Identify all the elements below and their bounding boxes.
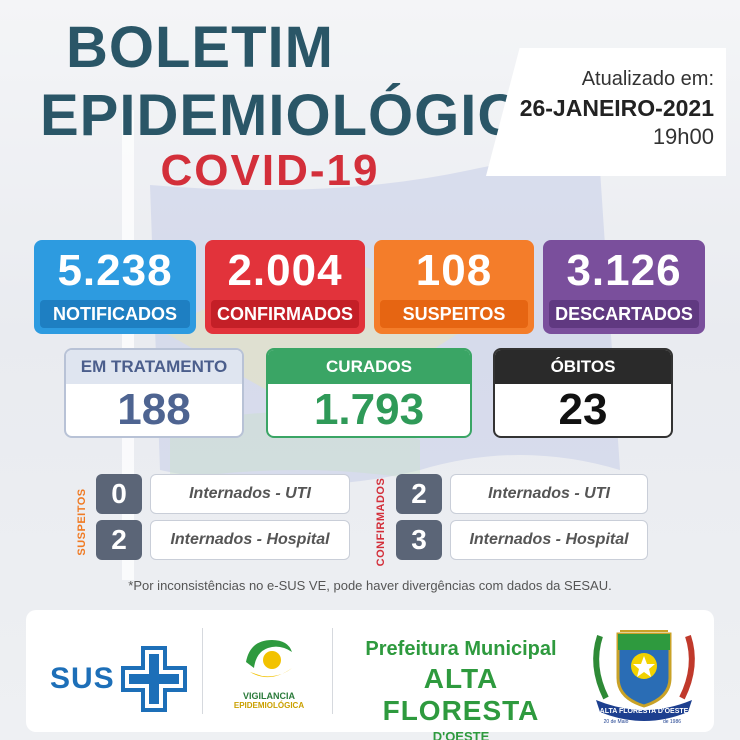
panel-value: 1.793 — [313, 385, 425, 434]
stat-label: CONFIRMADOS — [211, 300, 359, 328]
stat-label: DESCARTADOS — [549, 300, 699, 328]
title-covid: COVID-19 — [160, 146, 380, 195]
stat-value: 108 — [415, 246, 493, 295]
crest-date-left-text: 20 de Maio — [604, 719, 629, 725]
panel-em-tratamento: EM TRATAMENTO 188 — [64, 348, 244, 438]
footer-logos: SUS VIGILANCIA EPIDEMIOLÓGICA Prefeitura… — [26, 610, 714, 740]
panel-value: 188 — [117, 385, 191, 434]
suspeitos-uti-count: 0 — [96, 474, 142, 514]
stat-suspeitos: 108 SUSPEITOS — [374, 240, 534, 334]
update-label: Atualizado em: — [581, 68, 714, 90]
suspeitos-side-label: SUSPEITOS — [76, 488, 88, 556]
stat-value: 5.238 — [57, 246, 173, 295]
update-box: Atualizado em: 26-JANEIRO-2021 19h00 — [486, 48, 726, 176]
vigilancia-logo: VIGILANCIA EPIDEMIOLÓGICA — [224, 634, 314, 710]
stat-value: 3.126 — [566, 246, 682, 295]
title-epidemiologico: EPIDEMIOLÓGICO — [40, 83, 567, 148]
panel-label: CURADOS — [268, 350, 470, 384]
panel-curados: CURADOS 1.793 — [266, 348, 472, 438]
vigilancia-text-2: EPIDEMIOLÓGICA — [233, 701, 305, 710]
crest-ribbon-text: ALTA FLORESTA D'OESTE — [600, 708, 689, 715]
stat-confirmados: 2.004 CONFIRMADOS — [205, 240, 365, 334]
stat-notificados: 5.238 NOTIFICADOS — [34, 240, 196, 334]
vigilancia-emblem-icon — [246, 640, 292, 678]
panel-obitos: ÓBITOS 23 — [493, 348, 673, 438]
suspeitos-uti-label: Internados - UTI — [150, 474, 350, 514]
prefeitura-text: Prefeitura Municipal ALTA FLORESTA D'OES… — [346, 638, 576, 740]
municipal-crest-icon: ALTA FLORESTA D'OESTE 20 de Maio de 1986 — [593, 630, 695, 725]
sus-logo: SUS — [50, 646, 187, 712]
stat-descartados: 3.126 DESCARTADOS — [543, 240, 705, 334]
suspeitos-hospital-label: Internados - Hospital — [150, 520, 350, 560]
sus-cross-icon — [120, 646, 187, 712]
suspeitos-hospital-count: 2 — [96, 520, 142, 560]
title-boletim: BOLETIM — [66, 15, 334, 80]
update-date: 26-JANEIRO-2021 — [519, 95, 714, 121]
stat-label: SUSPEITOS — [380, 300, 528, 328]
vigilancia-text-1: VIGILANCIA — [242, 691, 295, 701]
panel-label: EM TRATAMENTO — [66, 350, 242, 384]
confirmados-uti-count: 2 — [396, 474, 442, 514]
footer-divider — [202, 628, 203, 714]
panel-value: 23 — [558, 385, 608, 434]
crest-date-right-text: de 1986 — [663, 719, 681, 725]
footer-divider — [332, 628, 333, 714]
confirmados-uti-label: Internados - UTI — [450, 474, 648, 514]
prefeitura-line-1: Prefeitura Municipal — [365, 638, 557, 660]
confirmados-hospital-label: Internados - Hospital — [450, 520, 648, 560]
panel-label: ÓBITOS — [495, 350, 671, 384]
stat-value: 2.004 — [227, 246, 343, 295]
confirmados-side-label: CONFIRMADOS — [375, 477, 387, 567]
prefeitura-line-3: D'OESTE — [432, 729, 490, 740]
confirmados-hospital-count: 3 — [396, 520, 442, 560]
stat-label: NOTIFICADOS — [40, 300, 190, 328]
sus-logo-text: SUS — [50, 662, 115, 695]
update-time: 19h00 — [652, 124, 714, 149]
prefeitura-line-2: ALTA FLORESTA — [382, 663, 540, 726]
footnote: *Por inconsistências no e-SUS VE, pode h… — [128, 578, 612, 593]
